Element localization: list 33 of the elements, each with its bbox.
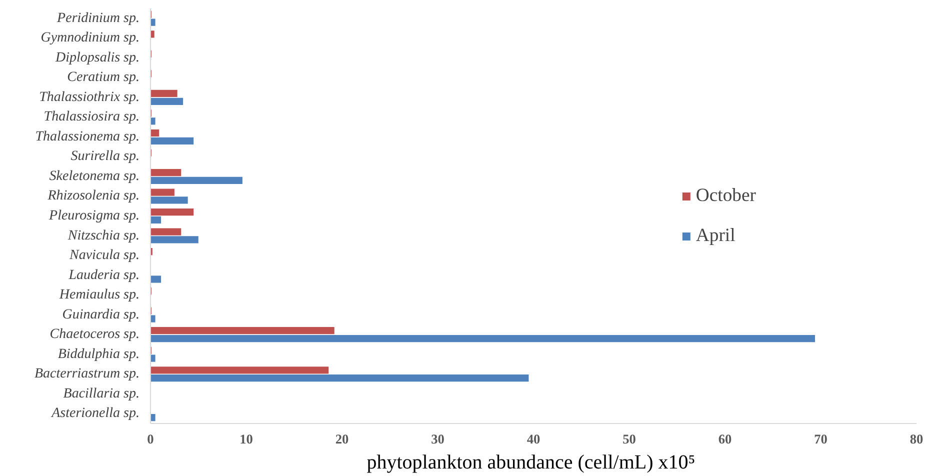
y-tick-label: Gymnodinium sp. [40, 30, 140, 46]
legend-label: October [696, 184, 756, 206]
y-tick-label: Bacterriastrum sp. [34, 366, 140, 382]
y-tick-label: Ceratium sp. [67, 70, 140, 86]
y-tick-label: Biddulphia sp. [58, 346, 140, 362]
y-tick-label: Pleurosigma sp. [48, 208, 140, 224]
y-tick-label: Bacillaria sp. [63, 386, 140, 402]
x-tick-label: 20 [335, 432, 349, 446]
y-tick-label: Thalassiothrix sp. [39, 90, 140, 105]
y-tick-label: Thalassiosira sp. [44, 110, 140, 125]
x-tick-label: 10 [240, 432, 254, 446]
y-tick-label: Hemiaulus sp. [58, 288, 140, 303]
x-tick-label: 80 [910, 432, 924, 446]
y-tick-label: Lauderia sp. [68, 268, 140, 283]
y-tick-label: Diplopsalis sp. [54, 50, 140, 66]
x-tick-label: 30 [431, 432, 445, 446]
x-tick-label: 40 [526, 432, 540, 446]
y-tick-label: Rhizosolenia sp. [46, 188, 140, 204]
y-tick-label: Surirella sp. [70, 149, 140, 164]
x-tick-label: 50 [622, 432, 636, 446]
y-tick-label: Peridinium sp. [56, 10, 140, 26]
x-axis-title: phytoplankton abundance (cell/mL) x10⁵ [366, 452, 696, 474]
x-tick-label: 60 [718, 432, 732, 446]
legend-label: April [696, 224, 736, 246]
y-tick-label: Nitzschia sp. [66, 228, 140, 244]
y-tick-label: Thalassionema sp. [35, 129, 140, 144]
x-tick-label: 70 [814, 432, 828, 446]
y-tick-label: Asterionella sp. [50, 406, 140, 422]
x-tick-label: 0 [147, 432, 154, 446]
y-tick-label: Navicula sp. [68, 248, 140, 264]
y-tick-label: Guinardia sp. [62, 307, 140, 322]
y-tick-label: Chaetoceros sp. [50, 327, 140, 342]
y-tick-label: Skeletonema sp. [49, 168, 140, 184]
